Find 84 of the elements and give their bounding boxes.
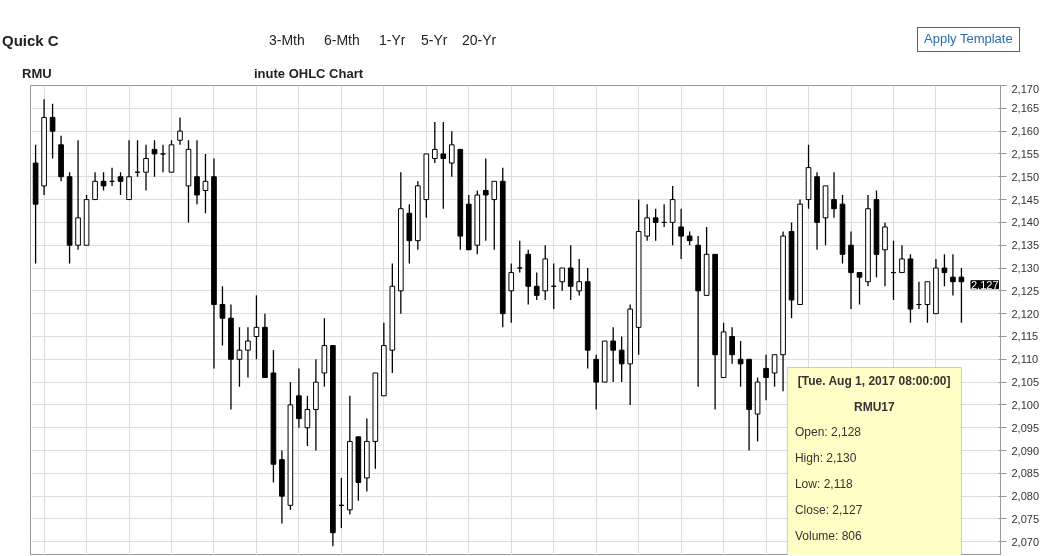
candlestick <box>491 180 498 251</box>
y-tick-label: 2,085 <box>1011 467 1040 480</box>
candlestick <box>100 171 107 192</box>
y-tick-label: 2,120 <box>1011 307 1040 320</box>
candlestick <box>516 240 523 274</box>
candlestick <box>618 335 625 383</box>
text: RMU <box>22 65 52 83</box>
candlestick <box>831 171 837 219</box>
y-tick-label: 2,170 <box>1011 82 1040 95</box>
candlestick <box>253 294 260 360</box>
candlestick <box>610 326 617 383</box>
candlestick <box>482 157 489 242</box>
y-tick-label: 2,165 <box>1011 102 1040 115</box>
candlestick <box>49 103 56 160</box>
annotation: RMU17 <box>854 399 896 414</box>
y-tick-label: 2,115 <box>1011 330 1039 343</box>
candlestick <box>567 244 574 301</box>
candlestick <box>117 171 124 196</box>
y-tick-label: 2,070 <box>1011 535 1040 548</box>
y-tick-label: 2,140 <box>1011 216 1040 229</box>
candlestick <box>941 253 948 287</box>
candlestick <box>882 221 888 287</box>
annotation: Volume: 806 <box>794 528 862 543</box>
candlestick <box>219 285 226 347</box>
candlestick <box>126 139 132 201</box>
annotation: Open: 2,128 <box>794 425 862 440</box>
annotation: High: 2,130 <box>794 451 857 466</box>
candlestick <box>194 139 200 205</box>
y-tick-label: 2,090 <box>1011 444 1040 457</box>
candlestick <box>508 262 515 324</box>
y-tick-label: 2,160 <box>1011 125 1040 138</box>
candlestick <box>304 395 311 447</box>
text: 2,127 <box>970 278 999 291</box>
candlestick <box>950 253 956 297</box>
y-tick-label: 2,075 <box>1011 513 1040 525</box>
annotation: Low: 2,118 <box>794 477 854 492</box>
candlestick <box>593 354 600 411</box>
candlestick <box>729 326 735 365</box>
candlestick <box>737 340 744 388</box>
candlestick <box>431 121 438 164</box>
y-tick-label: 2,155 <box>1011 147 1040 160</box>
candlestick <box>924 281 931 324</box>
y-tick-label: 2,135 <box>1011 239 1040 252</box>
text: 3-Mth <box>269 31 305 50</box>
y-tick-label: 2,125 <box>1011 284 1040 297</box>
annotation: Close: 2,127 <box>794 502 863 517</box>
candlestick <box>669 185 676 246</box>
candlestick <box>177 116 183 146</box>
candlestick <box>644 203 650 242</box>
text: 6-Mth <box>324 31 360 50</box>
candlestick <box>856 271 863 306</box>
candlestick <box>143 144 149 192</box>
candlestick <box>652 208 659 242</box>
text: 1-Yr <box>379 31 406 50</box>
candlestick <box>899 244 905 274</box>
candlestick <box>771 354 778 388</box>
y-tick-label: 2,080 <box>1011 490 1040 503</box>
text: Apply Template <box>917 27 1020 52</box>
text: Quick C <box>2 31 59 51</box>
y-tick-label: 2,095 <box>1011 421 1040 434</box>
annotation: [Tue. Aug 1, 2017 08:00:00] <box>797 373 951 388</box>
candlestick <box>533 271 540 301</box>
y-tick-label: 2,105 <box>1011 376 1040 389</box>
text: inute OHLC Chart <box>254 65 364 83</box>
candlestick <box>440 121 447 210</box>
y-tick-label: 2,100 <box>1011 398 1040 411</box>
candlestick <box>245 326 251 379</box>
candlestick <box>958 267 965 324</box>
candlestick <box>678 208 684 260</box>
candlestick <box>559 267 566 292</box>
y-tick-label: 2,130 <box>1011 262 1040 275</box>
candlestick <box>151 139 158 178</box>
text: 5-Yr <box>421 31 448 50</box>
y-tick-label: 2,150 <box>1011 170 1040 183</box>
candlestick <box>448 130 455 178</box>
text: 20-Yr <box>462 31 497 50</box>
candlestick <box>763 354 769 401</box>
candlestick <box>236 326 243 388</box>
candlestick <box>92 171 98 201</box>
candlestick <box>576 258 583 297</box>
y-tick-label: 2,145 <box>1011 193 1040 206</box>
y-tick-label: 2,110 <box>1011 353 1039 366</box>
candlestick <box>202 153 209 214</box>
candlestick <box>296 367 302 429</box>
